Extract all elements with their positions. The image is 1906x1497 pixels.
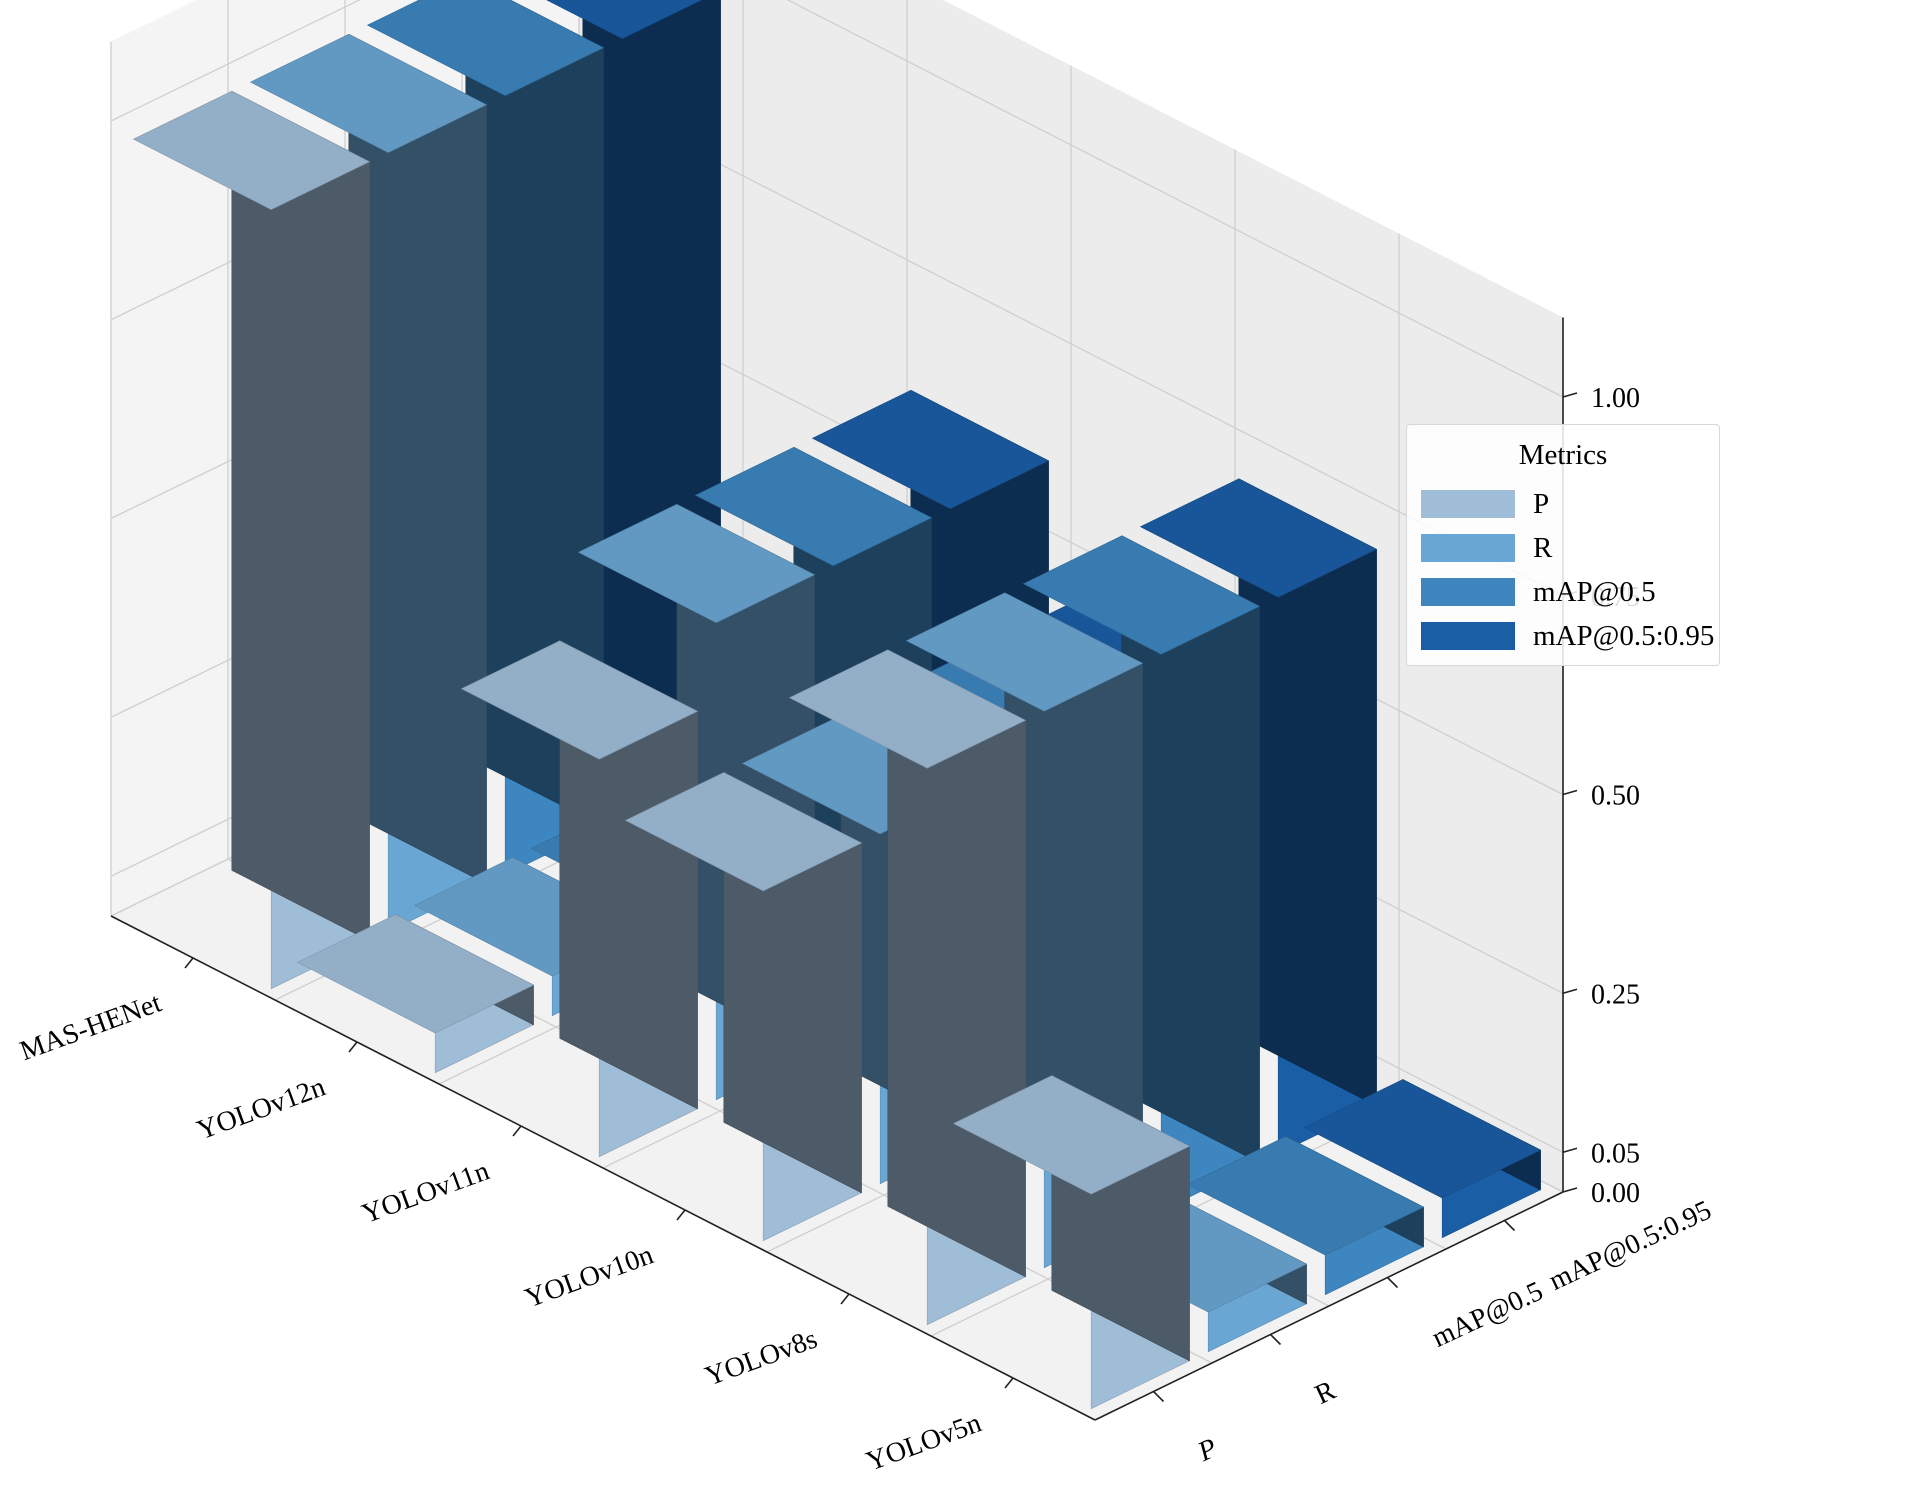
z-tick — [1562, 988, 1578, 995]
z-tick-label: 0.25 — [1591, 979, 1640, 1010]
z-tick — [1562, 1147, 1578, 1154]
category-tick-label: MAS-HENet — [16, 987, 166, 1067]
z-tick — [1562, 1187, 1578, 1193]
bar-YOLOv5n-mAP@0.5:0.95 — [1303, 1079, 1542, 1239]
bar-top-face — [249, 33, 488, 153]
z-tick-label: 0.05 — [1591, 1138, 1640, 1169]
metric-tick-label: mAP@0.5 — [1427, 1276, 1547, 1354]
z-tick — [1562, 392, 1578, 398]
bar-top-face — [624, 772, 863, 892]
metric-tick — [1503, 1219, 1516, 1232]
metric-tick-label: P — [1192, 1433, 1222, 1469]
z-tick-label: 0.50 — [1591, 781, 1640, 812]
category-tick — [512, 1125, 522, 1137]
legend-swatch — [1421, 622, 1515, 650]
legend-item: mAP@0.5 — [1421, 575, 1656, 609]
metric-tick-label: R — [1310, 1375, 1340, 1411]
bar-MAS-HENet-P — [132, 90, 371, 990]
legend-swatch — [1421, 578, 1515, 606]
category-tick — [840, 1293, 850, 1305]
category-tick-label: YOLOv11n — [358, 1155, 493, 1230]
bar-top-face — [1139, 478, 1378, 598]
category-tick — [348, 1041, 358, 1053]
bar-top-face — [1303, 1079, 1542, 1199]
bar-side-face — [465, 0, 604, 828]
bar-top-face — [577, 503, 816, 624]
category-tick-label: YOLOv12n — [193, 1071, 329, 1146]
category-axis — [110, 915, 1096, 1421]
z-tick-label: 0.00 — [1591, 1178, 1640, 1209]
bar-top-face — [952, 1075, 1191, 1195]
bar-top-face — [132, 90, 371, 210]
legend-item: R — [1421, 531, 1552, 565]
z-tick — [1562, 789, 1578, 796]
category-tick — [676, 1209, 686, 1221]
legend-swatch — [1421, 534, 1515, 562]
bar-top-face — [1186, 1136, 1425, 1256]
bar-top-face — [811, 389, 1050, 510]
bars-group — [132, 0, 1542, 1410]
z-tick-label: 1.00 — [1591, 383, 1640, 414]
metric-tick-label: mAP@0.5:0.95 — [1544, 1195, 1716, 1297]
legend-label: mAP@0.5 — [1533, 575, 1656, 608]
legend-swatch — [1421, 490, 1515, 518]
metric-axis — [1094, 1191, 1564, 1421]
metric-tick — [1386, 1276, 1399, 1289]
bar-YOLOv12n-P — [296, 914, 535, 1074]
bar-YOLOv5n-P — [952, 1075, 1191, 1410]
bar-top-face — [296, 914, 535, 1034]
bar-YOLOv8s-mAP@0.5:0.95 — [1139, 478, 1378, 1155]
bar-top-face — [905, 592, 1144, 712]
legend-item: P — [1421, 487, 1549, 521]
bar-top-face — [788, 649, 1027, 769]
bar-YOLOv10n-P — [624, 772, 863, 1242]
bar-top-face — [366, 0, 605, 96]
category-tick — [184, 957, 194, 969]
bar-top-face — [1022, 535, 1261, 655]
metric-tick — [1152, 1390, 1165, 1403]
legend-item: mAP@0.5:0.95 — [1421, 619, 1714, 653]
metric-tick — [1269, 1333, 1282, 1346]
legend-title: Metrics — [1518, 439, 1608, 471]
legend-label: mAP@0.5:0.95 — [1533, 619, 1715, 652]
legend-label: R — [1533, 531, 1553, 564]
bar-MAS-HENet-R — [249, 33, 488, 933]
category-tick-label: YOLOv8s — [701, 1323, 821, 1392]
bar-top-face — [460, 640, 699, 760]
category-tick-label: YOLOv10n — [521, 1239, 657, 1314]
bar-YOLOv8s-mAP@0.5 — [1022, 535, 1261, 1212]
bar-side-face — [231, 90, 370, 942]
legend-label: P — [1533, 487, 1550, 520]
bar-top-face — [694, 446, 933, 567]
category-tick-label: YOLOv5n — [862, 1407, 985, 1477]
bar-YOLOv5n-mAP@0.5 — [1186, 1136, 1425, 1296]
category-tick — [1004, 1377, 1014, 1389]
bar-top-face — [546, 0, 703, 39]
